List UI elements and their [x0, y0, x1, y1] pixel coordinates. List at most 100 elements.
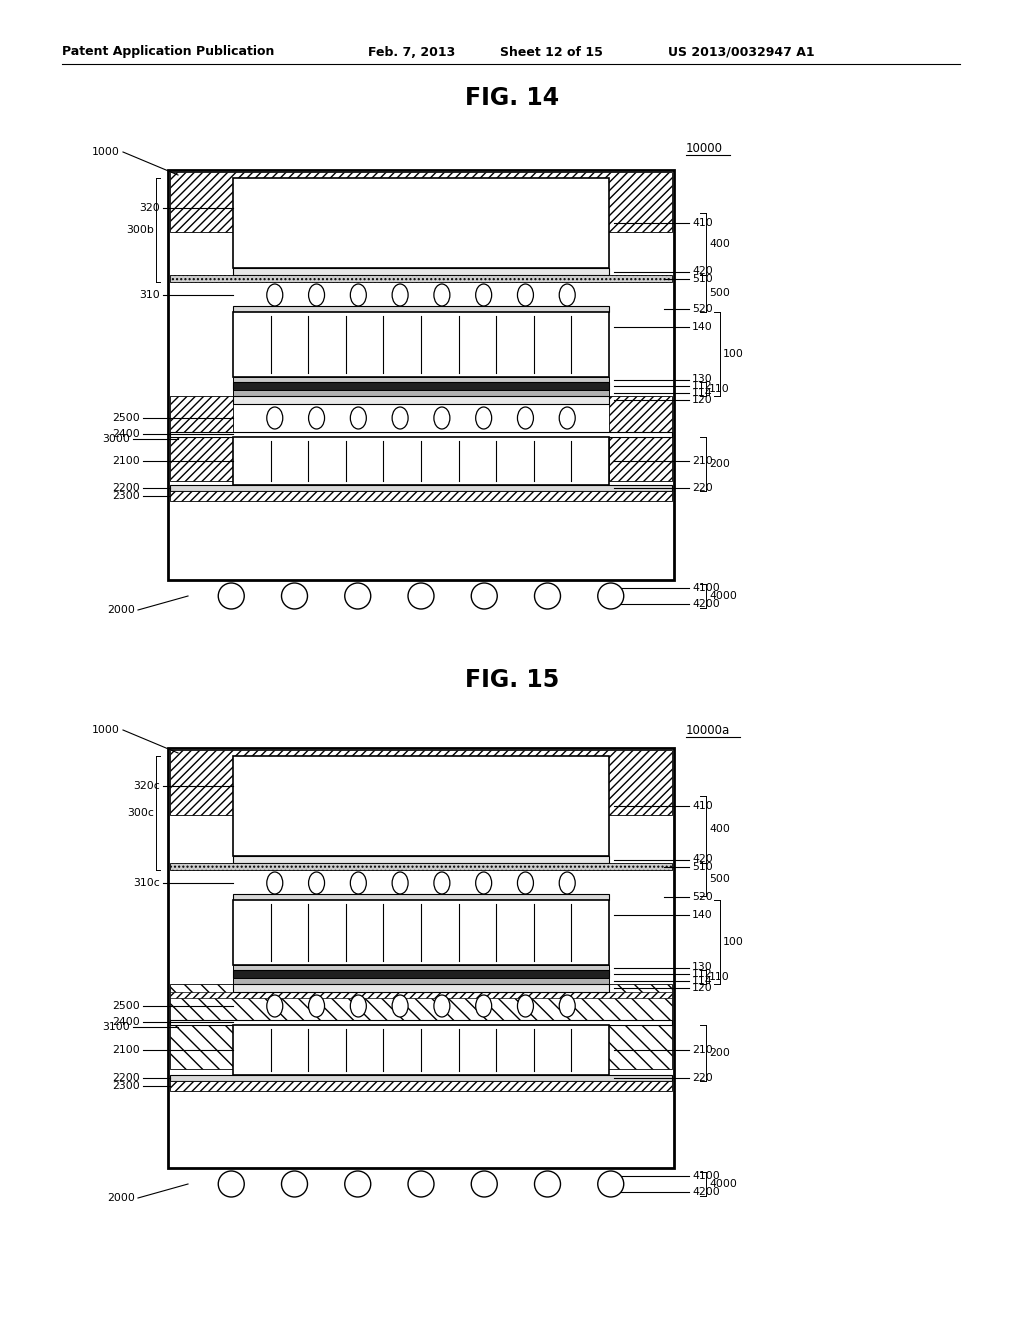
Bar [170, 275, 672, 282]
Ellipse shape [408, 1171, 434, 1197]
Text: 114: 114 [692, 388, 713, 399]
Ellipse shape [350, 407, 367, 429]
Text: US 2013/0032947 A1: US 2013/0032947 A1 [668, 45, 815, 58]
Text: 4100: 4100 [692, 583, 720, 593]
Ellipse shape [476, 407, 492, 429]
Ellipse shape [476, 873, 492, 894]
Ellipse shape [308, 873, 325, 894]
Text: 110: 110 [709, 384, 730, 393]
Text: Patent Application Publication: Patent Application Publication [62, 45, 274, 58]
Bar [233, 1026, 609, 1074]
Text: 210: 210 [692, 455, 713, 466]
Text: 130: 130 [692, 375, 713, 384]
Bar [170, 432, 672, 437]
Text: 100: 100 [723, 348, 743, 359]
Text: 420: 420 [692, 267, 713, 276]
Text: 320: 320 [139, 203, 160, 213]
Text: 3000: 3000 [102, 433, 130, 444]
Bar [233, 396, 609, 404]
Bar [170, 172, 672, 232]
Text: 4100: 4100 [692, 1171, 720, 1181]
Text: 520: 520 [692, 304, 713, 314]
Bar [233, 381, 609, 389]
Ellipse shape [282, 583, 307, 609]
Bar [233, 378, 609, 381]
Text: 110: 110 [709, 972, 730, 982]
Text: 4200: 4200 [692, 1187, 720, 1197]
Text: 10000a: 10000a [686, 723, 730, 737]
Text: FIG. 15: FIG. 15 [465, 668, 559, 692]
Ellipse shape [308, 284, 325, 306]
Text: 510: 510 [692, 273, 713, 284]
Ellipse shape [345, 583, 371, 609]
Text: 10000: 10000 [686, 141, 723, 154]
Text: 2100: 2100 [113, 1045, 140, 1055]
Ellipse shape [408, 583, 434, 609]
Ellipse shape [282, 1171, 307, 1197]
Bar [233, 268, 609, 275]
Bar [233, 978, 609, 983]
Text: 500: 500 [709, 289, 730, 298]
Ellipse shape [476, 284, 492, 306]
Text: 3100: 3100 [102, 1022, 130, 1031]
Ellipse shape [345, 1171, 371, 1197]
Text: 2500: 2500 [113, 413, 140, 422]
Text: 510: 510 [692, 862, 713, 871]
Ellipse shape [350, 873, 367, 894]
Text: 310: 310 [139, 290, 160, 300]
Text: 300c: 300c [127, 808, 154, 818]
Text: 112: 112 [692, 381, 713, 391]
Text: 2000: 2000 [108, 1193, 135, 1203]
Ellipse shape [267, 995, 283, 1016]
Text: 100: 100 [723, 937, 743, 946]
Text: 310c: 310c [133, 878, 160, 888]
Text: 112: 112 [692, 969, 713, 979]
Bar [233, 983, 609, 993]
Ellipse shape [434, 407, 450, 429]
Text: 120: 120 [692, 395, 713, 405]
Ellipse shape [517, 995, 534, 1016]
Bar [170, 1074, 672, 1081]
Bar [170, 491, 672, 502]
Text: 2400: 2400 [113, 429, 140, 440]
Text: 200: 200 [709, 1048, 730, 1059]
Ellipse shape [559, 284, 575, 306]
Ellipse shape [476, 995, 492, 1016]
Bar [233, 900, 609, 965]
Text: Feb. 7, 2013: Feb. 7, 2013 [368, 45, 456, 58]
Text: 410: 410 [692, 218, 713, 228]
Bar [233, 970, 609, 978]
Ellipse shape [434, 873, 450, 894]
Ellipse shape [535, 1171, 560, 1197]
Ellipse shape [598, 1171, 624, 1197]
Bar [609, 396, 672, 480]
Text: 140: 140 [692, 909, 713, 920]
Ellipse shape [308, 995, 325, 1016]
Bar [233, 965, 609, 970]
Ellipse shape [350, 284, 367, 306]
Text: 120: 120 [692, 983, 713, 993]
Text: 520: 520 [692, 892, 713, 902]
Text: 2100: 2100 [113, 455, 140, 466]
Ellipse shape [350, 995, 367, 1016]
Text: 2300: 2300 [113, 491, 140, 502]
Ellipse shape [392, 873, 409, 894]
Bar [170, 750, 672, 814]
Bar [233, 306, 609, 312]
Text: 140: 140 [692, 322, 713, 333]
Text: 300b: 300b [126, 224, 154, 235]
Bar [233, 894, 609, 900]
Ellipse shape [598, 583, 624, 609]
Text: 420: 420 [692, 854, 713, 865]
Bar [170, 993, 672, 998]
Ellipse shape [559, 407, 575, 429]
Text: 2300: 2300 [113, 1081, 140, 1092]
Text: 1000: 1000 [92, 725, 120, 735]
Text: 2200: 2200 [113, 483, 140, 492]
Text: Sheet 12 of 15: Sheet 12 of 15 [500, 45, 603, 58]
Ellipse shape [308, 407, 325, 429]
Text: 2500: 2500 [113, 1001, 140, 1011]
Bar [233, 437, 609, 484]
Text: 2000: 2000 [108, 605, 135, 615]
Ellipse shape [392, 407, 409, 429]
